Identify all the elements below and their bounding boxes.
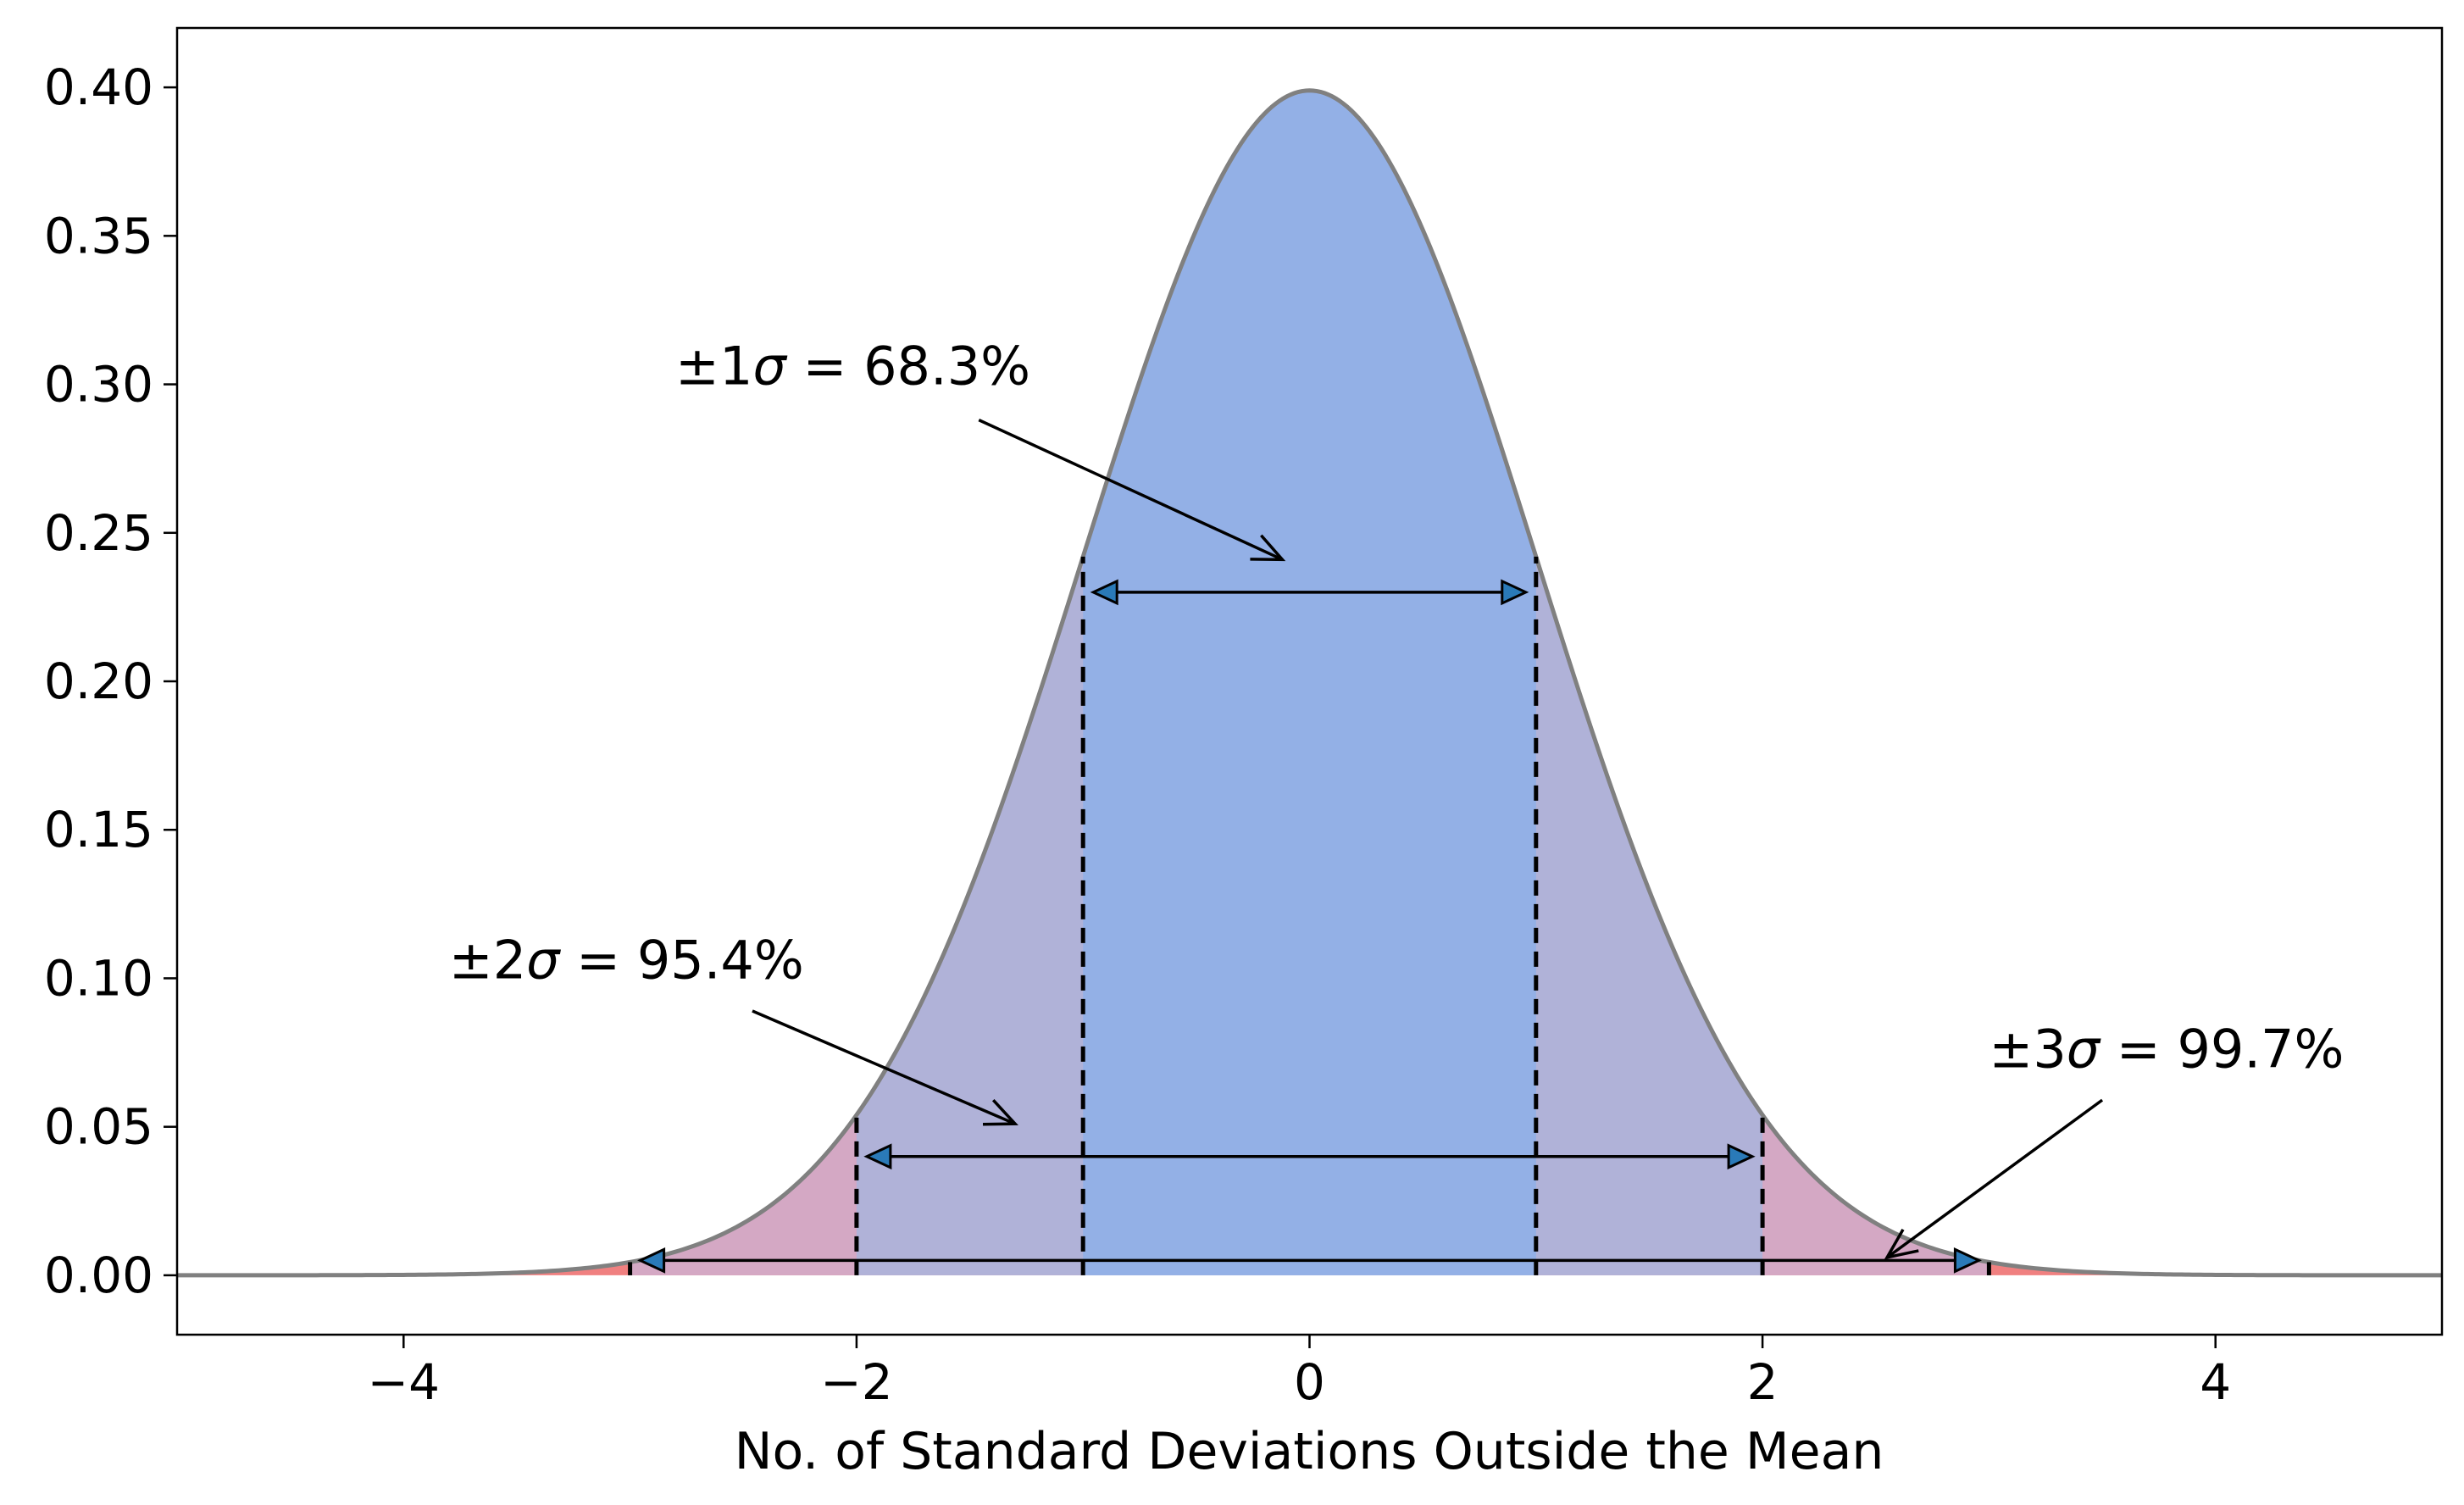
annotation-arrowhead-1 [982,1099,1018,1126]
y-tick-label-5: 0.25 [44,504,153,562]
y-tick-label-8: 0.40 [44,58,153,116]
range-arrowhead-left-0 [1090,579,1118,606]
range-arrowhead-right-0 [1501,579,1529,606]
annotation-arrowhead-0 [1250,534,1286,562]
range-arrowhead-right-1 [1727,1143,1756,1170]
sigma-range-arrows [637,579,1982,1274]
density-curve-layer [177,88,2442,1278]
sigma-annotations: ±1σ = 68.3% ±2σ = 95.4% ±3σ = 99.7% [449,336,2344,1260]
annotation-arrowhead-2 [1884,1229,1919,1260]
y-tick-label-6: 0.30 [44,356,153,414]
annotation-label-2: ±3σ = 99.7% [1989,1019,2344,1080]
y-tick-label-3: 0.15 [44,801,153,858]
annotation-arrow-1 [752,1009,1016,1125]
annotation-label-1: ±2σ = 95.4% [449,929,804,991]
density-curve [177,88,2442,1278]
x-tick-label-2: 0 [1294,1353,1325,1411]
annotation-arrow-2 [1886,1098,2104,1259]
annotation-label-0: ±1σ = 68.3% [675,336,1030,397]
x-axis-ticks: −4 −2 0 2 4 [368,1335,2231,1411]
y-axis-ticks: 0.00 0.05 0.10 0.15 0.20 0.25 0.30 0.35 0.40 [44,58,177,1304]
y-tick-label-7: 0.35 [44,207,153,264]
x-tick-label-0: −4 [368,1353,441,1411]
y-tick-label-4: 0.20 [44,653,153,710]
x-tick-label-4: 4 [2200,1353,2231,1411]
range-arrowhead-right-2 [1953,1247,1982,1274]
range-arrowhead-left-1 [863,1143,892,1170]
region-3 [1083,90,1536,1275]
y-tick-label-2: 0.10 [44,949,153,1007]
x-tick-label-1: −2 [820,1353,893,1411]
range-arrowhead-left-2 [637,1247,666,1274]
y-tick-label-1: 0.05 [44,1098,153,1156]
x-tick-label-3: 2 [1747,1353,1779,1411]
y-tick-label-0: 0.00 [44,1247,153,1304]
annotation-arrow-0 [978,419,1284,561]
x-axis-label: No. of Standard Deviations Outside the M… [735,1422,1884,1481]
